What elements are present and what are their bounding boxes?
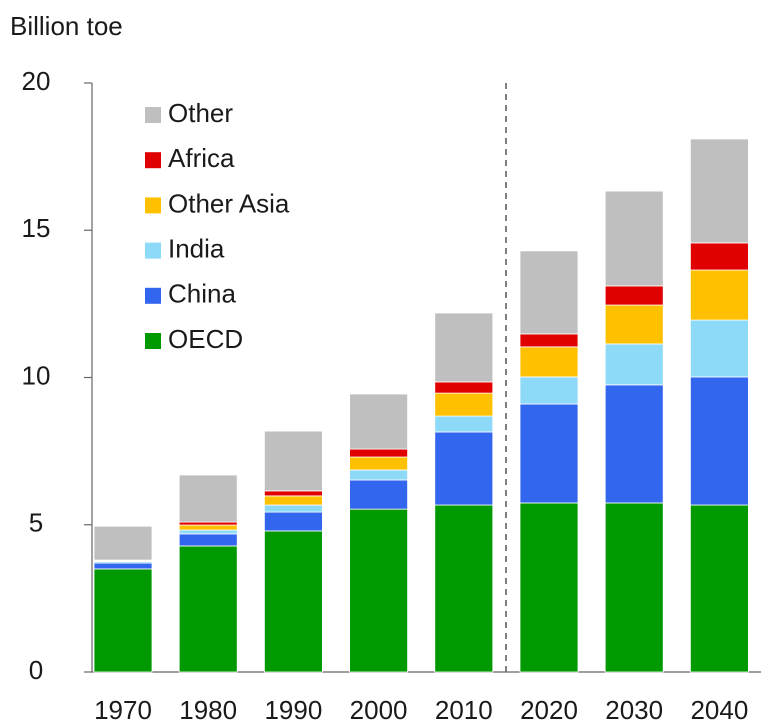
x-tick-label: 1990	[264, 695, 322, 725]
bar-segment	[604, 502, 664, 673]
bar-segment	[519, 346, 579, 378]
bar-segment	[604, 285, 664, 306]
bar-segment	[93, 562, 153, 570]
bar-segment	[434, 312, 494, 383]
y-tick-label: 5	[29, 508, 43, 538]
x-tick-label: 1970	[94, 695, 152, 725]
y-tick-label: 0	[29, 655, 43, 685]
bar-segment	[604, 384, 664, 504]
bar-segment	[690, 269, 749, 321]
x-tick-label: 2040	[690, 695, 748, 725]
bar-segment	[690, 504, 749, 673]
bar-segment	[93, 525, 153, 561]
bar-segment	[263, 530, 323, 673]
legend-swatch	[145, 287, 161, 304]
bar-segment	[178, 545, 238, 673]
bar-segment	[519, 250, 579, 335]
bar-segment	[604, 190, 664, 287]
legend-swatch	[145, 152, 161, 169]
bar-segment	[434, 415, 494, 433]
bar-segment	[178, 474, 238, 523]
bar-segment	[690, 138, 749, 244]
bar-segment	[178, 524, 238, 531]
bar-segment	[349, 508, 409, 673]
bar-segment	[349, 393, 409, 450]
legend-label: OECD	[168, 324, 243, 354]
bar-segment	[263, 430, 323, 492]
x-tick-label: 2030	[605, 695, 663, 725]
legend-label: China	[168, 279, 236, 309]
bar-segment	[178, 533, 238, 547]
legend-label: Other	[168, 98, 233, 128]
bar-segment	[519, 376, 579, 405]
bar-segment	[690, 319, 749, 378]
bar-segment	[604, 304, 664, 345]
x-tick-label: 1980	[179, 695, 237, 725]
legend-swatch	[145, 107, 161, 123]
bar-segment	[93, 568, 153, 673]
bar-segment	[519, 403, 579, 504]
legend-label: Africa	[168, 143, 235, 173]
legend-swatch	[145, 242, 161, 259]
bar-segment	[178, 521, 238, 526]
y-tick-label: 20	[22, 66, 51, 96]
bar-segment	[263, 511, 323, 532]
bar-segment	[349, 479, 409, 510]
bar-segment	[434, 504, 494, 673]
bar-segment	[690, 376, 749, 506]
x-tick-label: 2000	[350, 695, 408, 725]
bar-segment	[434, 431, 494, 506]
x-tick-label: 2020	[520, 695, 578, 725]
bar-segment	[178, 529, 238, 535]
bar-segment	[263, 504, 323, 513]
bar-segment	[263, 495, 323, 506]
legend-swatch	[145, 333, 161, 349]
bar-segment	[434, 392, 494, 417]
y-axis-label: Billion toe	[10, 11, 123, 41]
bar-segment	[349, 456, 409, 471]
legend-label: Other Asia	[168, 188, 290, 218]
bar-segment	[263, 490, 323, 497]
bar-segment	[604, 343, 664, 386]
bar-segment	[349, 448, 409, 458]
bar-segment	[690, 242, 749, 271]
bar-segment	[519, 502, 579, 673]
bar-segment	[349, 469, 409, 481]
bar-segment	[434, 381, 494, 394]
bar-segment	[519, 333, 579, 348]
y-tick-label: 15	[22, 213, 51, 243]
legend-label: India	[168, 233, 225, 263]
y-tick-label: 10	[22, 360, 51, 390]
legend-swatch	[145, 197, 161, 214]
x-tick-label: 2010	[435, 695, 493, 725]
